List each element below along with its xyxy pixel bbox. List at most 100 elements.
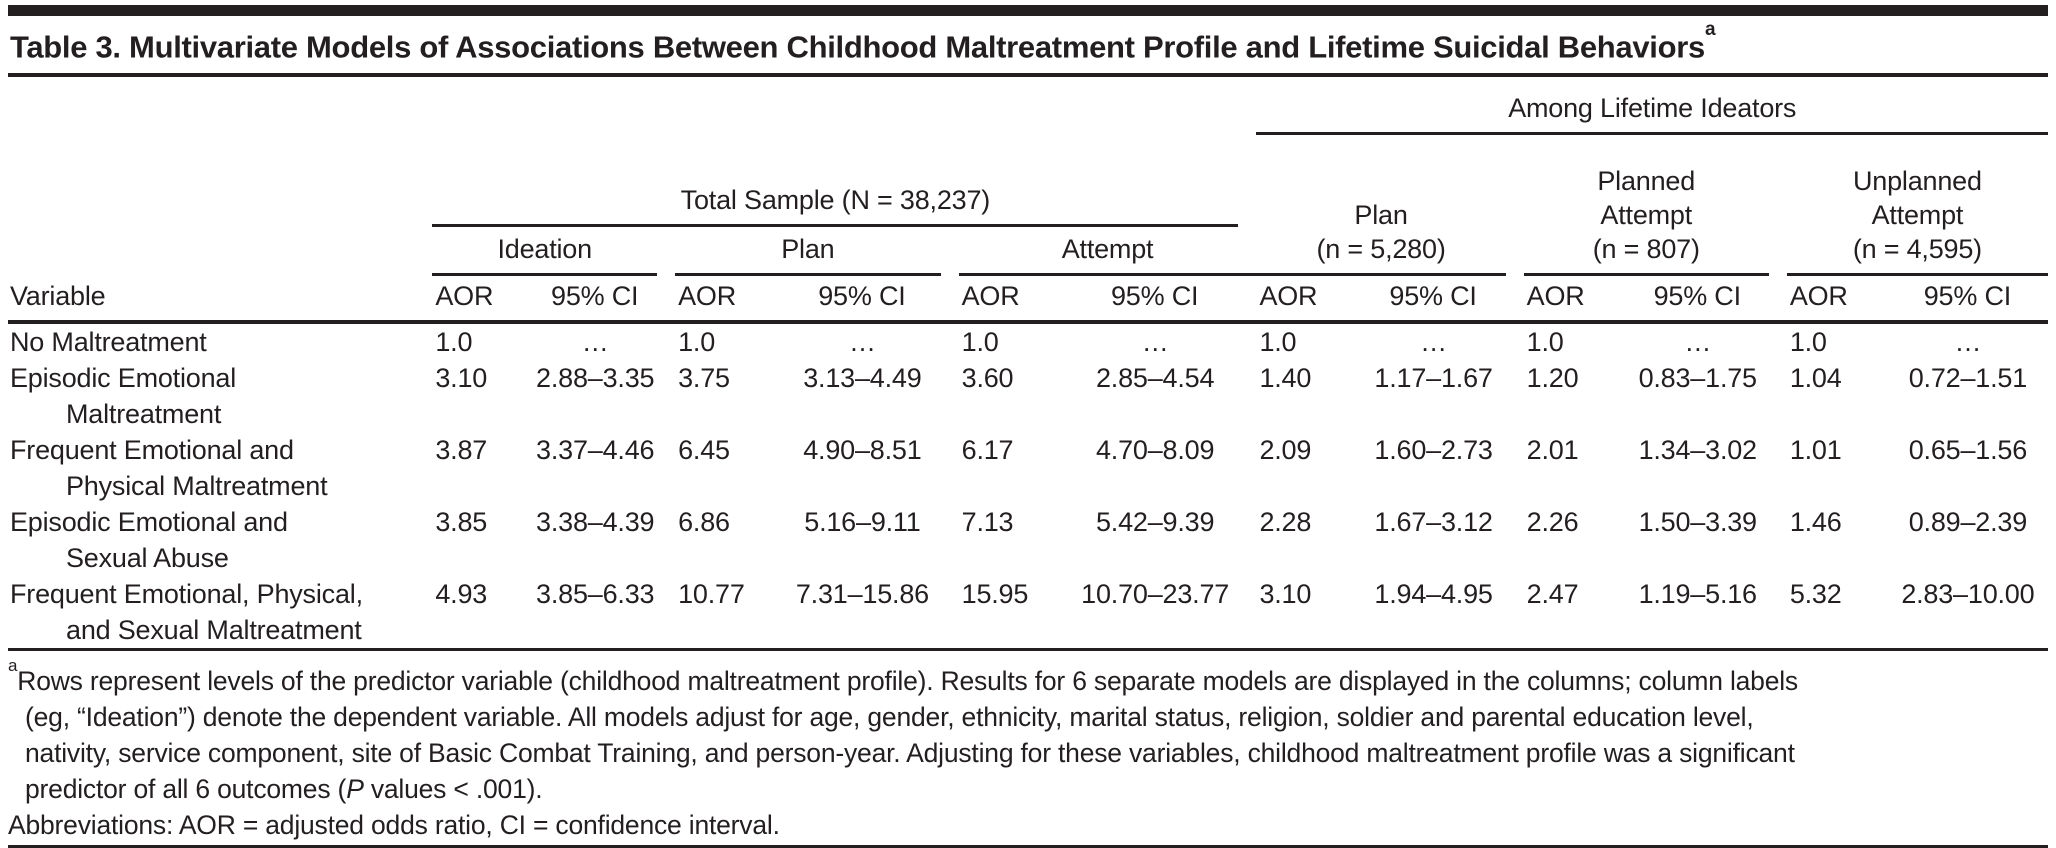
ci-cell: 1.60–2.73: [1374, 435, 1493, 466]
among-lifetime-ideators-label: Among Lifetime Ideators: [1256, 91, 2048, 136]
ci-cell: …: [1420, 327, 1447, 358]
aor-cell: 3.75: [678, 363, 730, 394]
ci-column-header: 95% CI: [551, 281, 639, 312]
ci-column-header: 95% CI: [818, 281, 906, 312]
footnote-text: values < .001).: [363, 774, 543, 805]
table-row: Episodic Emotional and Sexual Abuse 3.85…: [8, 504, 2048, 576]
aor-cell: 1.0: [678, 327, 716, 358]
ci-cell: 3.37–4.46: [536, 435, 655, 466]
ci-cell: …: [1141, 327, 1169, 358]
aor-cell: 1.04: [1789, 363, 1842, 394]
aor-cell: 2.01: [1526, 435, 1579, 466]
ci-cell: 3.13–4.49: [803, 363, 922, 394]
aor-cell: 2.09: [1259, 435, 1312, 466]
header-row-sample-groups: Total Sample (N = 38,237) Plan (n = 5,28…: [8, 135, 2048, 277]
ci-cell: …: [849, 327, 876, 358]
header-spacer: [8, 77, 1256, 135]
results-table: Among Lifetime Ideators Total Sample (N …: [8, 77, 2048, 651]
table-row: Episodic Emotional Maltreatment 3.10 2.8…: [8, 360, 2048, 432]
ci-cell: 1.19–5.16: [1638, 579, 1758, 610]
ci-cell: 5.42–9.39: [1095, 507, 1215, 538]
ci-column-header: 95% CI: [1923, 281, 2012, 312]
ci-cell: 1.67–3.12: [1374, 507, 1493, 538]
aor-cell: 1.0: [1789, 327, 1827, 358]
aor-cell: 5.32: [1789, 579, 1842, 610]
aor-cell: 1.0: [435, 327, 473, 358]
ci-cell: 2.83–10.00: [1901, 579, 2035, 610]
aor-column-header: AOR: [1526, 281, 1585, 312]
among-lifetime-ideators-header-cell: Among Lifetime Ideators: [1256, 77, 2048, 136]
ci-column-header: 95% CI: [1389, 281, 1477, 312]
total-sample-label: Total Sample (N = 38,237): [432, 183, 1239, 228]
variable-cell: Episodic Emotional and Sexual Abuse: [10, 507, 288, 574]
aor-column-header: AOR: [1789, 281, 1848, 312]
footnote-text: Rows represent levels of the predictor v…: [17, 666, 1798, 697]
footnote-line: (eg, “Ideation”) denote the dependent va…: [25, 702, 1754, 733]
aor-cell: 1.46: [1789, 507, 1842, 538]
aor-column-header: AOR: [435, 281, 494, 312]
ci-cell: 4.70–8.09: [1095, 435, 1215, 466]
aor-cell: 1.40: [1259, 363, 1312, 394]
ci-cell: 1.17–1.67: [1374, 363, 1493, 394]
footnotes: aRows represent levels of the predictor …: [8, 651, 2048, 843]
ci-cell: 0.89–2.39: [1908, 507, 2028, 538]
plan-label: Plan: [675, 232, 941, 277]
ideation-header-cell: Ideation: [432, 227, 675, 277]
ci-cell: 0.65–1.56: [1908, 435, 2028, 466]
aor-cell: 1.0: [1259, 327, 1297, 358]
aor-column-header: AOR: [678, 281, 736, 312]
aor-cell: 1.0: [961, 327, 999, 358]
table-title-text: Table 3. Multivariate Models of Associat…: [10, 29, 1705, 65]
attempt-header-cell: Attempt: [958, 227, 1257, 277]
aor-cell: 2.26: [1526, 507, 1579, 538]
aor-cell: 3.60: [961, 363, 1014, 394]
header-spacer: [8, 227, 432, 276]
ideators-plan-header-cell: Plan (n = 5,280): [1256, 135, 1523, 277]
table-header: Among Lifetime Ideators Total Sample (N …: [8, 77, 2048, 322]
ci-cell: 3.85–6.33: [536, 579, 655, 610]
aor-cell: 7.13: [961, 507, 1014, 538]
ci-cell: …: [1684, 327, 1712, 358]
aor-cell: 3.87: [435, 435, 488, 466]
aor-cell: 1.01: [1789, 435, 1842, 466]
planned-attempt-header-cell: Planned Attempt (n = 807): [1523, 135, 1787, 277]
plan-header-cell: Plan: [675, 227, 959, 277]
variable-cell: Frequent Emotional and Physical Maltreat…: [10, 435, 328, 502]
attempt-label: Attempt: [958, 232, 1257, 277]
ci-cell: 1.94–4.95: [1374, 579, 1493, 610]
ci-cell: 2.88–3.35: [536, 363, 655, 394]
header-row-outcomes: Ideation Plan Attempt: [8, 227, 2048, 277]
ci-column-header: 95% CI: [1653, 281, 1742, 312]
aor-cell: 4.93: [435, 579, 488, 610]
variable-cell: Episodic Emotional Maltreatment: [10, 363, 237, 430]
aor-cell: 6.45: [678, 435, 730, 466]
total-sample-header-cell: Total Sample (N = 38,237): [432, 135, 1256, 228]
aor-cell: 6.86: [678, 507, 730, 538]
footnote-superscript: a: [8, 656, 18, 676]
table-body: No Maltreatment 1.0 … 1.0 … 1.0 … 1.0 … …: [8, 322, 2048, 650]
header-row-columns: Variable AOR 95% CI AOR 95% CI AOR 95% C…: [8, 276, 2048, 322]
footnote-italic-p: P: [346, 774, 364, 805]
ci-cell: 3.38–4.39: [536, 507, 655, 538]
top-rule: [8, 5, 2048, 16]
aor-cell: 15.95: [961, 579, 1029, 610]
aor-cell: 1.0: [1526, 327, 1564, 358]
ci-cell: 5.16–9.11: [804, 507, 921, 538]
ci-cell: 1.50–3.39: [1638, 507, 1758, 538]
footnote-line: predictor of all 6 outcomes (P values < …: [8, 771, 2048, 807]
aor-cell: 2.28: [1259, 507, 1312, 538]
ci-column-header: 95% CI: [1110, 281, 1199, 312]
aor-cell: 10.77: [678, 579, 745, 610]
footnote-line: nativity, service component, site of Bas…: [25, 738, 1795, 769]
table-title-superscript: a: [1704, 19, 1716, 40]
ci-cell: 1.34–3.02: [1638, 435, 1758, 466]
ci-cell: …: [1954, 327, 1982, 358]
abbreviations-line: Abbreviations: AOR = adjusted odds ratio…: [8, 810, 780, 841]
aor-cell: 1.20: [1526, 363, 1579, 394]
aor-column-header: AOR: [1259, 281, 1318, 312]
unplanned-attempt-header-cell: Unplanned Attempt (n = 4,595): [1786, 135, 2048, 277]
title-divider-rule: [8, 73, 2048, 78]
header-row-among: Among Lifetime Ideators: [8, 77, 2048, 136]
ci-cell: …: [581, 327, 609, 358]
